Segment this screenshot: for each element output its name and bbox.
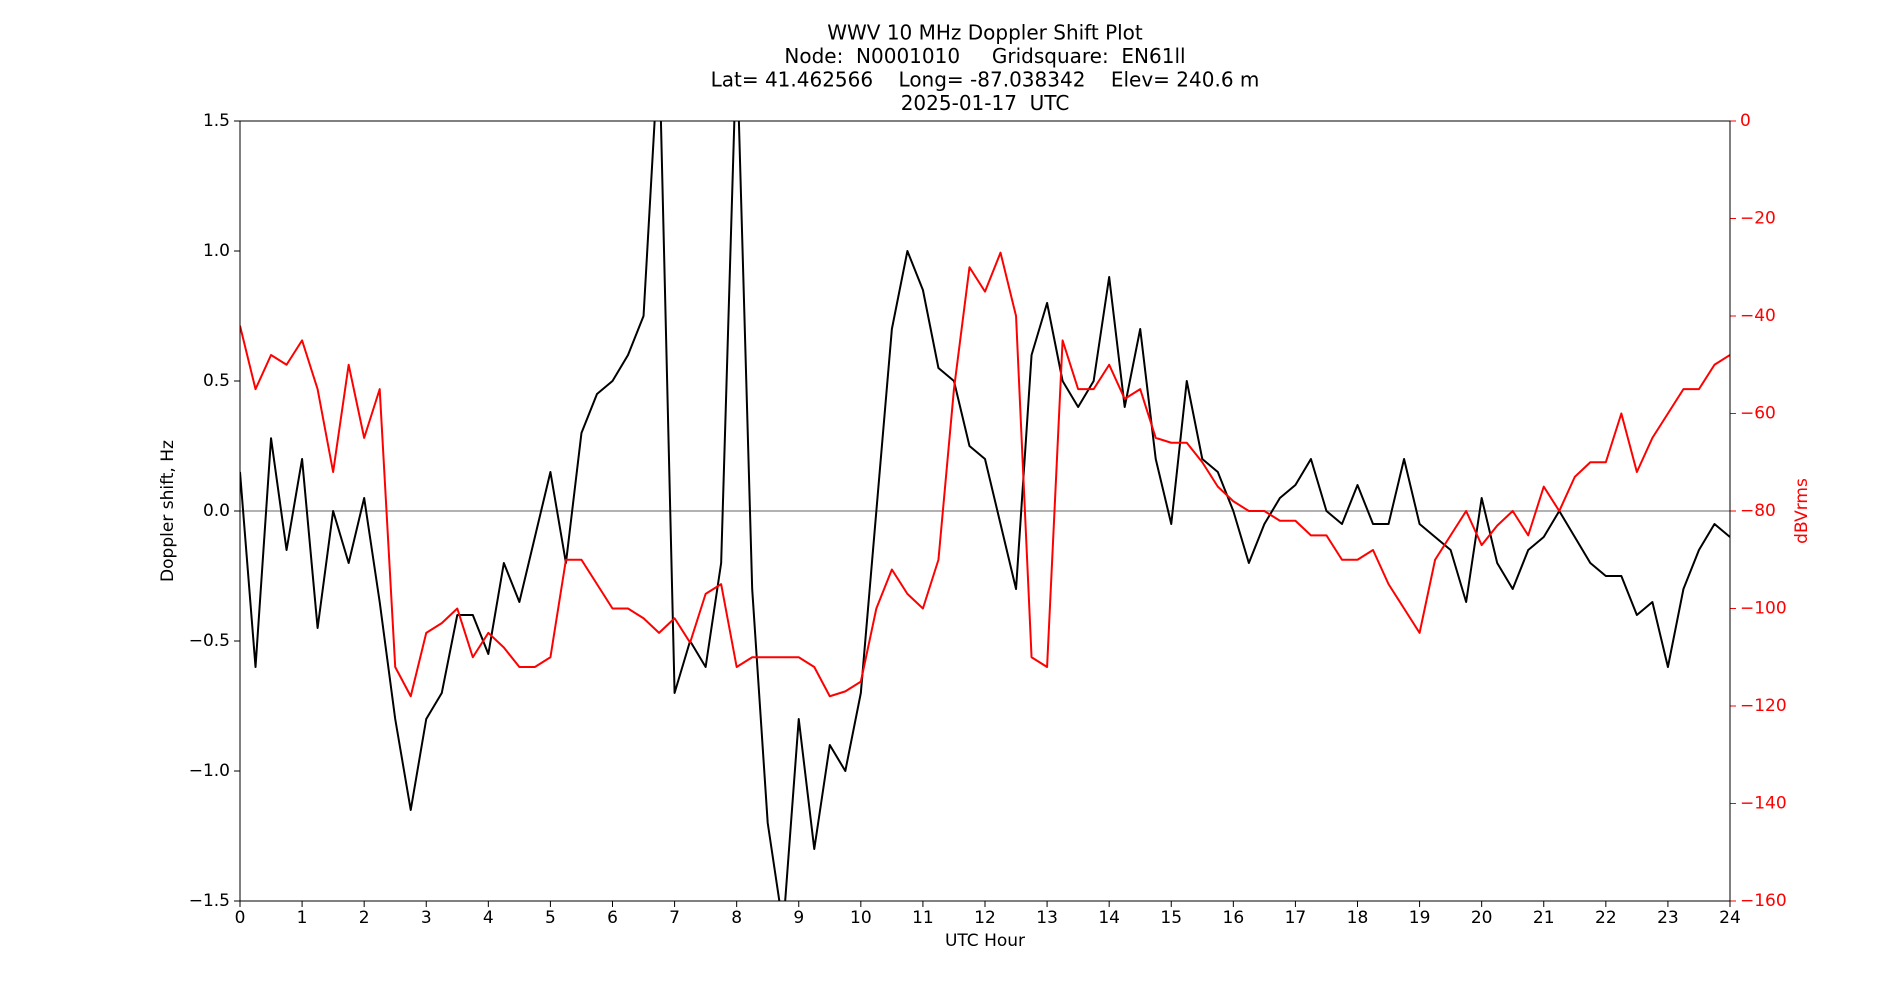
x-tick-label: 7 [669, 908, 680, 928]
y-tick-label: 1.0 [203, 241, 230, 261]
x-tick-label: 10 [850, 908, 872, 928]
x-tick-label: 21 [1533, 908, 1555, 928]
data-line [240, 251, 1730, 698]
y-tick-label: −1.5 [189, 891, 230, 911]
data-line [240, 121, 1730, 901]
x-tick-label: 3 [421, 908, 432, 928]
chart-title: Node: N0001010 Gridsquare: EN61ll [784, 44, 1185, 68]
x-tick-label: 14 [1098, 908, 1120, 928]
y2-tick-label: 0 [1740, 111, 1751, 131]
x-tick-label: 8 [731, 908, 742, 928]
y2-tick-label: −80 [1740, 501, 1776, 521]
x-tick-label: 20 [1471, 908, 1493, 928]
x-tick-label: 24 [1719, 908, 1741, 928]
y-tick-label: −0.5 [189, 631, 230, 651]
y-tick-label: −1.0 [189, 761, 230, 781]
x-tick-label: 0 [235, 908, 246, 928]
x-tick-label: 12 [974, 908, 996, 928]
y-tick-label: 1.5 [203, 111, 230, 131]
y2-tick-label: −20 [1740, 209, 1776, 229]
x-tick-label: 17 [1285, 908, 1307, 928]
axes-frame [239, 120, 1731, 902]
chart-title: 2025-01-17 UTC [901, 91, 1070, 115]
y2-tick-label: −120 [1740, 696, 1787, 716]
y-axis-label: Doppler shift, Hz [158, 440, 178, 582]
x-tick-label: 5 [545, 908, 556, 928]
x-tick-label: 9 [793, 908, 804, 928]
chart-title: WWV 10 MHz Doppler Shift Plot [827, 21, 1143, 45]
y2-tick-label: −60 [1740, 404, 1776, 424]
y2-tick-label: −140 [1740, 794, 1787, 814]
x-tick-label: 1 [297, 908, 308, 928]
x-tick-label: 4 [483, 908, 494, 928]
y2-axis-label: dBVrms [1792, 478, 1812, 544]
x-tick-label: 22 [1595, 908, 1617, 928]
y-tick-label: 0.0 [203, 501, 230, 521]
x-tick-label: 13 [1036, 908, 1058, 928]
y2-tick-label: −160 [1740, 891, 1787, 911]
x-tick-label: 19 [1409, 908, 1431, 928]
x-tick-label: 23 [1657, 908, 1679, 928]
y2-tick-label: −40 [1740, 306, 1776, 326]
x-axis-label: UTC Hour [945, 931, 1025, 951]
x-tick-label: 15 [1160, 908, 1182, 928]
x-tick-label: 16 [1223, 908, 1245, 928]
chart-title: Lat= 41.462566 Long= -87.038342 Elev= 24… [711, 68, 1260, 92]
x-tick-label: 18 [1347, 908, 1369, 928]
plot-area [240, 121, 1730, 901]
x-tick-label: 11 [912, 908, 934, 928]
x-tick-label: 6 [607, 908, 618, 928]
y-tick-label: 0.5 [203, 371, 230, 391]
y2-tick-label: −100 [1740, 599, 1787, 619]
x-tick-label: 2 [359, 908, 370, 928]
